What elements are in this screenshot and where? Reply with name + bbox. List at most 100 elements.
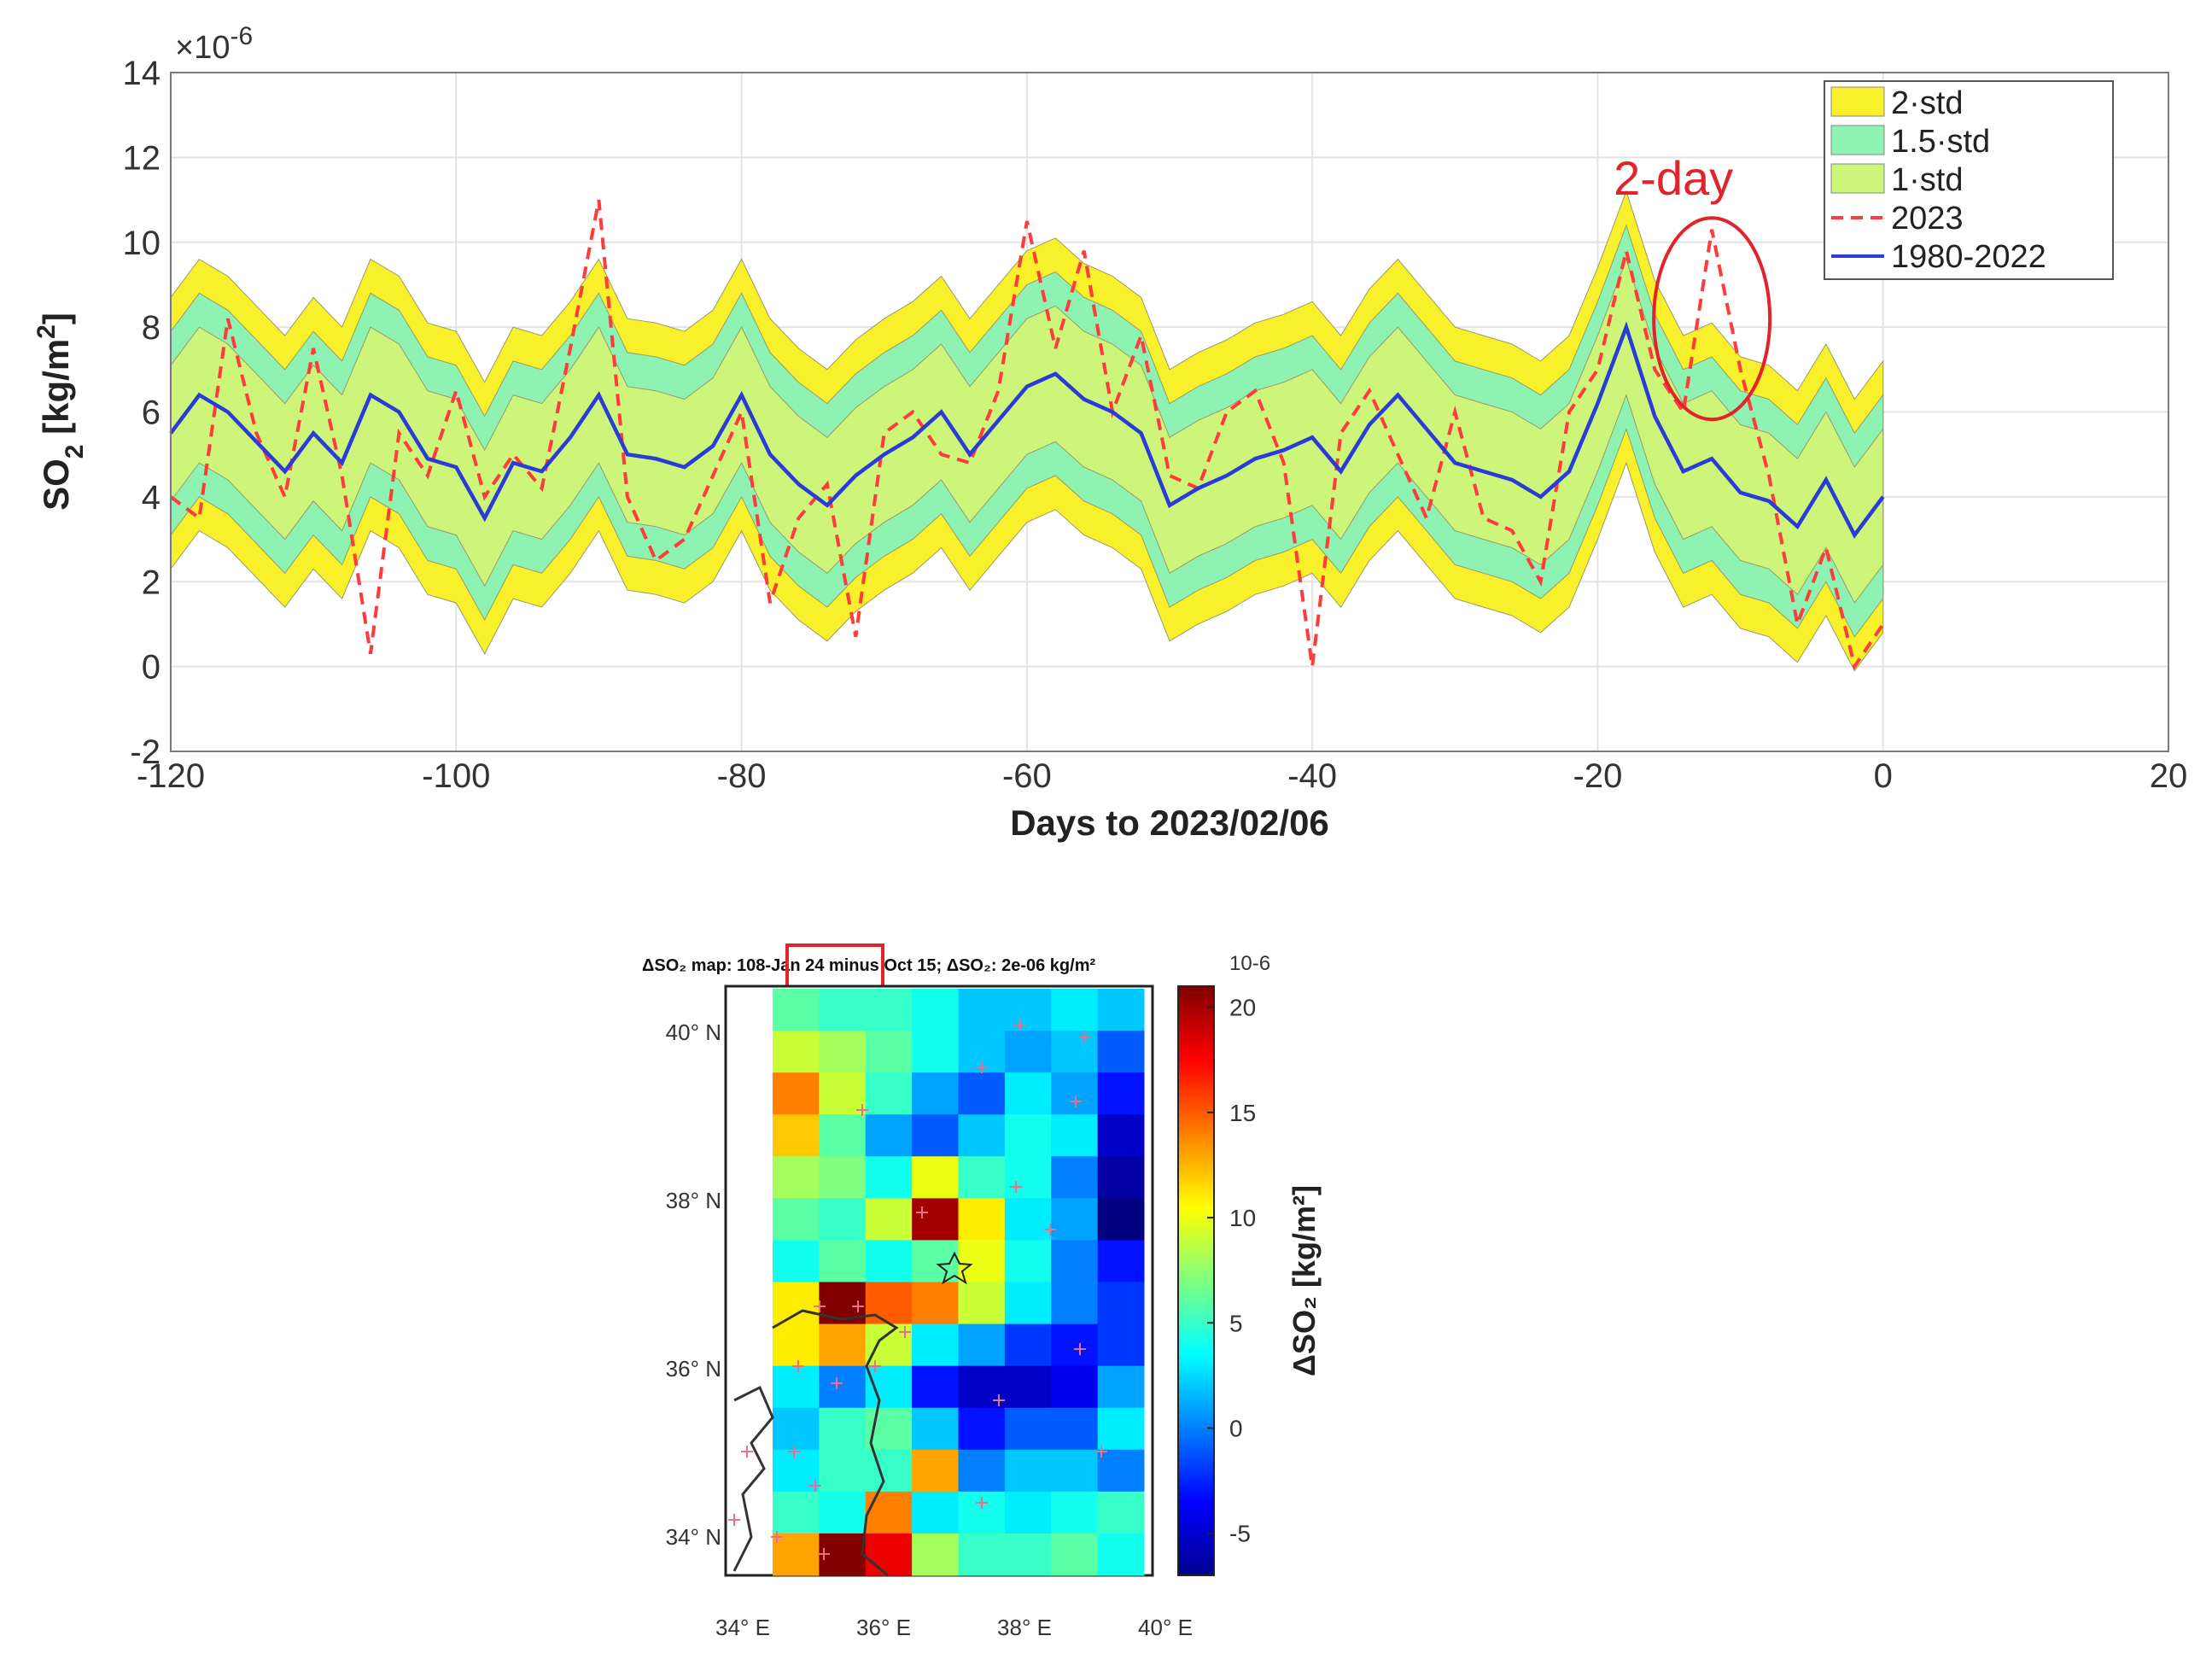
station-marker: [899, 1326, 911, 1338]
series-lines: [169, 199, 1885, 671]
heatmap-cell: [1097, 989, 1145, 1031]
heatmap-cell: [819, 1156, 867, 1199]
heatmap-cell: [958, 1072, 1006, 1115]
heatmap-cell: [773, 1156, 820, 1199]
heatmap-cell: [773, 1240, 820, 1282]
two-day-annotation: 2-day: [1614, 151, 1772, 422]
heatmap-cell: [1097, 1323, 1145, 1367]
heatmap-cell: [1051, 1449, 1099, 1493]
station-marker: [792, 1360, 804, 1372]
x-tick-label: -100: [422, 757, 490, 795]
station-marker: [728, 1514, 740, 1526]
x-tick-label: -20: [1573, 757, 1623, 795]
y-tick-label: 0: [142, 649, 161, 686]
x-tick-label: -40: [1287, 757, 1337, 795]
heatmap-cell: [1051, 1407, 1099, 1451]
heatmap-cell: [773, 989, 820, 1031]
y-tick-label: 10: [123, 225, 161, 262]
heatmap-cell: [773, 1114, 820, 1157]
heatmap-cell: [865, 1240, 913, 1282]
heatmap-cell: [865, 1072, 913, 1115]
station-marker: [852, 1300, 864, 1312]
heatmap-cell: [865, 1031, 913, 1073]
colorbar-tick-label: 0: [1229, 1416, 1243, 1442]
heatmap-cell: [773, 1323, 820, 1367]
station-marker: [1095, 1446, 1107, 1458]
heatmap-cell: [819, 1365, 867, 1409]
station-marker: [814, 1300, 826, 1312]
map-title: ΔSO₂ map: 108-Jan 24 minus Oct 15; ΔSO₂:…: [642, 956, 1095, 975]
heatmap-cell: [912, 1449, 959, 1493]
latitude-label: 34° N: [666, 1524, 721, 1550]
legend-swatch: [1830, 163, 1885, 194]
station-marker: [869, 1360, 881, 1372]
heatmap-cell: [1097, 1198, 1145, 1241]
heatmap-cell: [912, 1365, 959, 1409]
heatmap-cell: [865, 1533, 913, 1576]
heatmap-cell: [1097, 1072, 1145, 1115]
two-day-label: 2-day: [1614, 151, 1733, 205]
heatmap-cell: [773, 1449, 820, 1493]
heatmap-cell: [912, 1156, 959, 1199]
heatmap-cell: [1097, 1533, 1145, 1576]
x-tick-label: -120: [137, 757, 205, 795]
heatmap-cell: [1051, 1491, 1099, 1534]
heatmap-cell: [773, 1491, 820, 1534]
heatmap-cell: [865, 1491, 913, 1534]
heatmap-cell: [912, 1282, 959, 1325]
heatmap-cell: [1051, 1031, 1099, 1073]
station-marker: [1044, 1224, 1056, 1236]
heatmap-cell: [1097, 1365, 1145, 1409]
heatmap-cell: [1051, 1198, 1099, 1241]
heatmap-cell: [773, 1072, 820, 1115]
heatmap-cell: [958, 1198, 1006, 1241]
heatmap-cell: [912, 1323, 959, 1367]
latitude-label: 36° N: [666, 1356, 721, 1382]
heatmap-cell: [773, 1198, 820, 1241]
y-axis-label: SO2 [kg/m2]: [32, 313, 89, 511]
heatmap-cell: [865, 1282, 913, 1325]
heatmap-cell: [1004, 1198, 1052, 1241]
legend-label: 2·std: [1891, 85, 1963, 121]
heatmap-cell: [958, 1365, 1006, 1409]
legend-swatch: [1830, 125, 1885, 155]
heatmap-cell: [1097, 1114, 1145, 1157]
legend-label: 1980-2022: [1891, 239, 2046, 275]
station-marker: [809, 1480, 821, 1492]
series-1980-2022-line: [169, 321, 1885, 539]
y-tick-label: 6: [142, 394, 161, 432]
heatmap-cell: [1004, 1407, 1052, 1451]
heatmap-cell: [958, 989, 1006, 1031]
heatmap-cell: [819, 1114, 867, 1157]
legend-swatch: [1830, 86, 1885, 117]
heatmap-cell: [865, 1365, 913, 1409]
heatmap-cell: [958, 1323, 1006, 1367]
longitude-label: 38° E: [997, 1615, 1052, 1640]
station-marker: [818, 1548, 830, 1560]
station-marker: [856, 1104, 868, 1116]
longitude-label: 34° E: [715, 1615, 770, 1640]
station-marker: [1078, 1031, 1090, 1043]
heatmap-cell: [958, 1533, 1006, 1576]
x-axis-label: Days to 2023/02/06: [1010, 803, 1329, 843]
heatmap-cell: [865, 1449, 913, 1493]
x-tick-label: 0: [1874, 757, 1893, 795]
heatmap-cell: [1004, 1533, 1052, 1576]
colorbar-tick-label: 10: [1229, 1205, 1256, 1231]
legend-label: 1·std: [1891, 162, 1963, 198]
heatmap-cell: [819, 1282, 867, 1325]
heatmap-cell: [773, 1282, 820, 1325]
heatmap-cell: [1004, 1031, 1052, 1073]
longitude-label: 36° E: [856, 1615, 911, 1640]
y-tick-label: 8: [142, 309, 161, 347]
x-tick-labels: -120 -100 -80 -60 -40 -20 0 20: [137, 757, 2187, 795]
latitude-label: 38° N: [666, 1188, 721, 1213]
heatmap-cell: [958, 1282, 1006, 1325]
heatmap-cell: [912, 1114, 959, 1157]
heatmap-cell: [865, 1156, 913, 1199]
heatmap-cell: [773, 1533, 820, 1576]
legend-label: 2023: [1891, 201, 1964, 237]
heatmap-cell: [865, 989, 913, 1031]
two-day-ellipse: [1652, 216, 1772, 422]
